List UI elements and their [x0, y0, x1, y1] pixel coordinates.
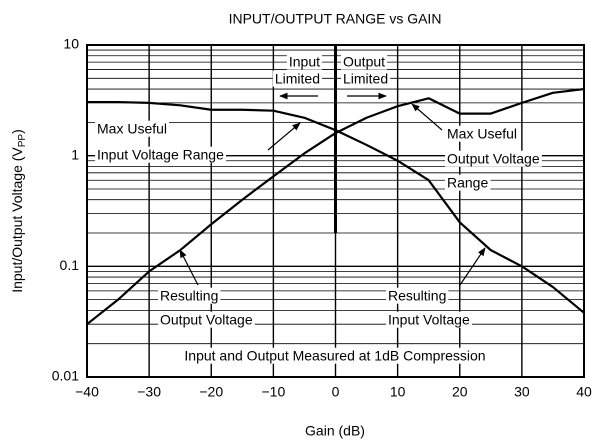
y-tick-label: 1: [71, 146, 79, 162]
y-label-end: ): [9, 129, 25, 134]
annotation-bg: [182, 347, 488, 364]
annotation-bg: [95, 146, 227, 163]
annotation: Resulting: [388, 288, 446, 304]
plot-frame: [86, 44, 585, 378]
x-tick-label: −30: [137, 384, 161, 400]
y-tick-label: 0.1: [60, 257, 80, 273]
series-line: [87, 100, 585, 314]
annotation-bg: [445, 150, 542, 167]
x-tick-label: −20: [199, 384, 223, 400]
annotation-bg: [386, 311, 472, 328]
annotation: Output Voltage: [160, 312, 253, 328]
x-tick-label: 0: [332, 384, 340, 400]
annotation-bg: [386, 287, 449, 304]
arrow: [459, 247, 486, 286]
x-tick-label: −10: [262, 384, 286, 400]
y-label-main: Input/Output Voltage (V: [9, 147, 25, 293]
annotation: Input Voltage: [388, 312, 470, 328]
annotation-bg: [445, 174, 491, 191]
y-tick-label: 0.01: [52, 368, 79, 384]
arrow: [179, 249, 199, 286]
x-tick-label: 40: [576, 384, 592, 400]
annotation-bg: [341, 53, 388, 70]
annotation-bg: [341, 70, 391, 87]
y-label-sub: PP: [17, 134, 28, 148]
annotation: Output Voltage: [447, 151, 540, 167]
y-tick-label: 10: [63, 36, 79, 52]
arrow: [411, 103, 443, 131]
annotation-bg: [158, 311, 255, 328]
lines: [86, 87, 585, 326]
annotation: Output: [343, 54, 385, 70]
chart-title: INPUT/OUTPUT RANGE vs GAIN: [229, 11, 442, 27]
annotation: Input: [289, 54, 320, 70]
annotation: Max Useful: [447, 126, 517, 142]
y-axis-label: Input/Output Voltage (VPP): [9, 129, 28, 293]
annotation: Max Useful: [97, 121, 167, 137]
annotation-bg: [445, 125, 520, 142]
annotation-bg: [286, 53, 323, 70]
series-line: [86, 87, 585, 326]
annotation: Resulting: [160, 288, 218, 304]
x-tick-label: −40: [75, 384, 99, 400]
annotation: Range: [447, 175, 488, 191]
annotation-bg: [158, 287, 221, 304]
annotation: Limited: [343, 71, 388, 87]
x-tick-label: 10: [390, 384, 406, 400]
x-axis-label: Gain (dB): [305, 423, 365, 439]
annotation: Input and Output Measured at 1dB Compres…: [184, 348, 485, 364]
annotation: Limited: [275, 71, 320, 87]
arrow: [267, 122, 301, 151]
x-tick-label: 30: [514, 384, 530, 400]
annotation: Input Voltage Range: [97, 147, 224, 163]
x-tick-label: 20: [452, 384, 468, 400]
annotation-bg: [95, 120, 170, 137]
annotation-bg: [272, 70, 322, 87]
